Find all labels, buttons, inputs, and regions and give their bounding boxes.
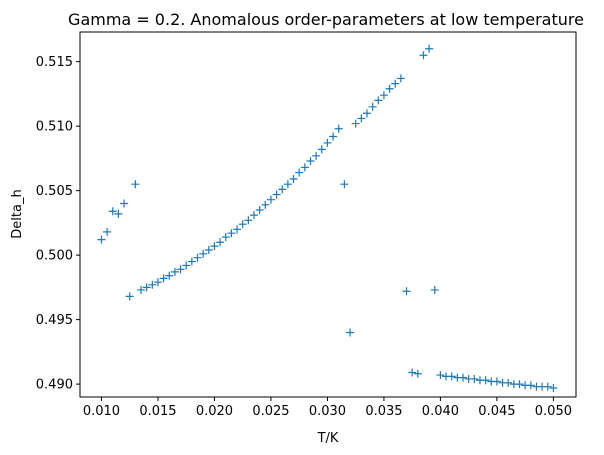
data-point-marker	[408, 368, 417, 377]
plot-frame	[79, 31, 577, 398]
data-point-marker	[436, 371, 445, 380]
data-point-marker	[492, 377, 501, 386]
data-point-marker	[187, 257, 196, 266]
plot-area	[80, 32, 576, 397]
data-point-marker	[425, 44, 434, 53]
data-point-marker	[295, 168, 304, 177]
data-point-marker	[108, 207, 117, 216]
data-point-marker	[351, 119, 360, 128]
data-point-marker	[233, 225, 242, 234]
y-tick-label: 0.500	[36, 249, 73, 264]
data-point-marker	[317, 145, 326, 154]
data-point-marker	[261, 200, 270, 209]
data-point-marker	[283, 180, 292, 189]
data-point-marker	[312, 151, 321, 160]
data-point-marker	[402, 287, 411, 296]
y-axis-label: Delta_h	[10, 189, 25, 238]
data-point-marker	[131, 180, 140, 189]
data-point-marker	[481, 376, 490, 385]
data-point-marker	[306, 156, 315, 165]
data-point-marker	[419, 51, 428, 60]
data-point-marker	[323, 138, 332, 147]
data-point-marker	[413, 369, 422, 378]
data-point-marker	[238, 220, 247, 229]
data-point-marker	[379, 91, 388, 100]
y-tick-label: 0.495	[36, 313, 73, 328]
data-point-marker	[176, 265, 185, 274]
data-point-marker	[182, 261, 191, 270]
x-axis-ticks: 0.010 0.015 0.020 0.025 0.030 0.035 0.040 0.045…	[83, 397, 572, 419]
data-point-marker	[300, 163, 309, 172]
data-point-marker	[515, 380, 524, 389]
data-point-marker	[470, 374, 479, 383]
y-tick-label: 0.490	[36, 378, 73, 393]
x-tick-label: 0.035	[365, 404, 402, 419]
data-point-marker	[362, 109, 371, 118]
data-point-marker	[289, 175, 298, 184]
data-point-marker	[137, 285, 146, 294]
data-point-marker	[227, 229, 236, 238]
data-point-marker	[255, 205, 264, 214]
data-point-marker	[97, 235, 106, 244]
x-tick-label: 0.030	[309, 404, 346, 419]
x-tick-label: 0.015	[139, 404, 176, 419]
chart-title: Gamma = 0.2. Anomalous order-parameters …	[68, 10, 584, 29]
y-tick-label: 0.510	[36, 120, 73, 135]
data-point-marker	[103, 227, 112, 236]
data-point-marker	[504, 378, 513, 387]
data-point-marker	[385, 84, 394, 93]
data-points	[97, 44, 558, 392]
x-tick-label: 0.025	[252, 404, 289, 419]
x-axis-label: T/K	[317, 431, 339, 446]
data-point-marker	[125, 292, 134, 301]
x-tick-label: 0.020	[196, 404, 233, 419]
data-point-marker	[266, 195, 275, 204]
y-tick-label: 0.515	[36, 55, 73, 70]
y-tick-label: 0.505	[36, 184, 73, 199]
data-point-marker	[153, 278, 162, 287]
data-point-marker	[278, 185, 287, 194]
data-point-marker	[142, 283, 151, 292]
data-point-marker	[159, 274, 168, 283]
y-axis-ticks: 0.490 0.495 0.500 0.505 0.510 0.515	[36, 55, 80, 393]
data-point-marker	[249, 211, 258, 220]
data-point-marker	[459, 373, 468, 382]
data-point-marker	[216, 238, 225, 247]
data-point-marker	[346, 328, 355, 337]
data-point-marker	[430, 285, 439, 294]
x-tick-label: 0.050	[535, 404, 572, 419]
data-point-marker	[340, 180, 349, 189]
x-tick-label: 0.010	[83, 404, 120, 419]
data-point-marker	[543, 382, 552, 391]
x-tick-label: 0.040	[422, 404, 459, 419]
data-point-marker	[334, 124, 343, 133]
data-point-marker	[170, 267, 179, 276]
data-point-marker	[272, 190, 281, 199]
data-point-marker	[148, 280, 157, 289]
data-point-marker	[368, 102, 377, 111]
data-point-marker	[114, 209, 123, 218]
data-point-marker	[199, 249, 208, 258]
data-point-marker	[221, 233, 230, 242]
data-point-marker	[526, 381, 535, 390]
data-point-marker	[165, 271, 174, 280]
data-point-marker	[210, 242, 219, 251]
data-point-marker	[204, 245, 213, 254]
data-point-marker	[120, 199, 129, 208]
data-point-marker	[244, 216, 253, 225]
data-point-marker	[396, 74, 405, 83]
data-point-marker	[329, 132, 338, 141]
data-point-marker	[447, 372, 456, 381]
x-tick-label: 0.045	[478, 404, 515, 419]
data-point-marker	[391, 79, 400, 88]
data-point-marker	[193, 253, 202, 262]
data-point-marker	[357, 114, 366, 123]
data-point-marker	[374, 96, 383, 105]
data-point-marker	[549, 383, 558, 392]
